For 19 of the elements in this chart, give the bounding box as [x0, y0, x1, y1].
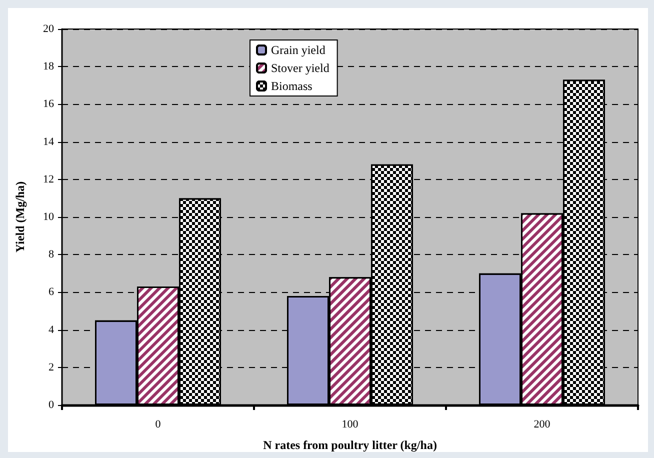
legend-label: Biomass — [271, 79, 313, 93]
x-tick-label: 200 — [534, 418, 551, 430]
y-tick-label: 0 — [48, 399, 54, 411]
y-tick-label: 18 — [43, 60, 54, 73]
y-tick-label: 8 — [48, 248, 54, 261]
y-tick-label: 4 — [48, 324, 54, 336]
y-tick-label: 20 — [43, 23, 54, 35]
legend-label: Stover yield — [271, 61, 330, 75]
y-tick-label: 12 — [43, 173, 54, 186]
y-tick-label: 2 — [48, 361, 54, 374]
x-axis-title: N rates from poultry litter (kg/ha) — [263, 438, 437, 452]
y-axis-title: Yield (Mg/ha) — [13, 181, 27, 253]
x-tick-label: 100 — [342, 418, 359, 430]
y-tick-label: 6 — [48, 286, 54, 298]
legend-label: Grain yield — [271, 43, 326, 57]
y-tick-label: 14 — [43, 136, 54, 148]
y-tick-label: 16 — [43, 98, 54, 110]
y-tick-label: 10 — [43, 211, 54, 223]
x-tick-label: 0 — [155, 418, 162, 430]
